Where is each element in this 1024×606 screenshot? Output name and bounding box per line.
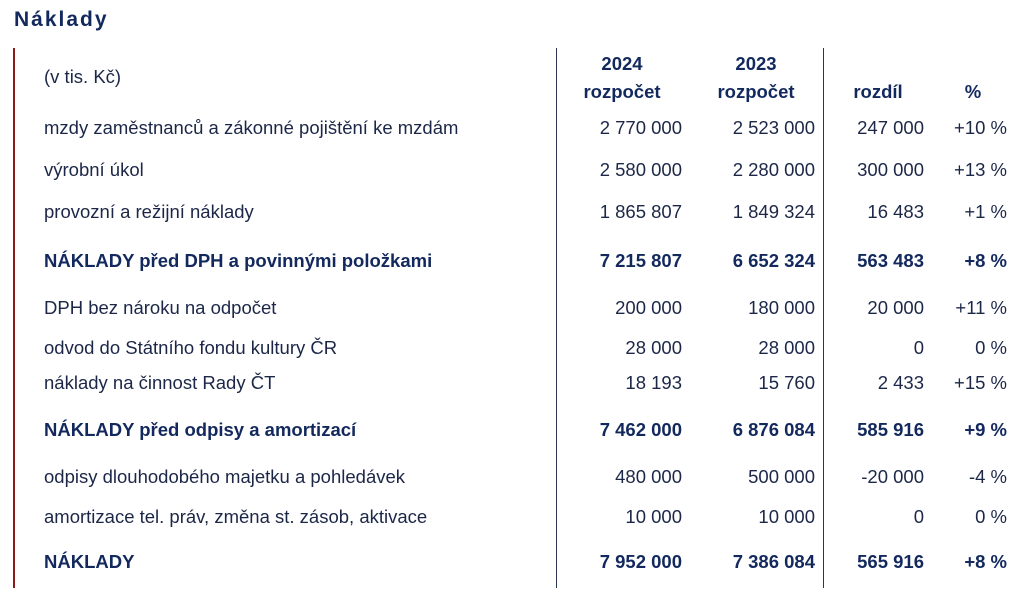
table-row: náklady na činnost Rady ČT 18 193 15 760 2 … bbox=[0, 368, 1024, 398]
value-pct: +11 % bbox=[955, 297, 1007, 318]
table-total-row: NÁKLADY 7 952 000 7 386 084 565 916 +8 % bbox=[0, 547, 1024, 577]
value-diff: 16 483 bbox=[867, 201, 924, 222]
value-2024: 10 000 bbox=[625, 506, 682, 527]
value-pct: +8 % bbox=[964, 551, 1007, 572]
row-label: NÁKLADY před odpisy a amortizací bbox=[44, 419, 357, 440]
value-2023: 7 386 084 bbox=[732, 551, 815, 572]
row-label: NÁKLADY před DPH a povinnými položkami bbox=[44, 250, 433, 271]
row-label: provozní a režijní náklady bbox=[44, 201, 254, 222]
row-label: výrobní úkol bbox=[44, 159, 144, 180]
value-diff: 0 bbox=[913, 337, 924, 358]
table-total-row: NÁKLADY před DPH a povinnými položkami 7 … bbox=[0, 246, 1024, 276]
value-diff: 20 000 bbox=[867, 297, 924, 318]
value-diff: 247 000 bbox=[857, 117, 924, 138]
table-row: mzdy zaměstnanců a zákonné pojištění ke … bbox=[0, 113, 1024, 143]
value-2024: 1 865 807 bbox=[599, 201, 682, 222]
header-pct: % bbox=[964, 81, 982, 102]
row-label: DPH bez nároku na odpočet bbox=[44, 297, 277, 318]
value-diff: 565 916 bbox=[857, 551, 924, 572]
header-2023: 2023 rozpočet bbox=[706, 50, 806, 106]
value-pct: 0 % bbox=[975, 337, 1007, 358]
table-row: DPH bez nároku na odpočet 200 000 180 000 2… bbox=[0, 293, 1024, 323]
value-pct: +13 % bbox=[954, 159, 1007, 180]
header-2024: 2024 rozpočet bbox=[572, 50, 672, 106]
accent-border bbox=[13, 48, 15, 588]
value-pct: +8 % bbox=[964, 250, 1007, 271]
value-2023: 180 000 bbox=[748, 297, 815, 318]
row-label: náklady na činnost Rady ČT bbox=[44, 372, 276, 393]
column-divider bbox=[823, 48, 824, 588]
table-row: odvod do Státního fondu kultury ČR 28 000… bbox=[0, 333, 1024, 363]
value-pct: -4 % bbox=[968, 466, 1007, 487]
value-diff: 585 916 bbox=[857, 419, 924, 440]
value-2023: 15 760 bbox=[758, 372, 815, 393]
value-2023: 6 876 084 bbox=[732, 419, 815, 440]
table-row: provozní a režijní náklady 1 865 807 1 849… bbox=[0, 197, 1024, 227]
value-pct: +1 % bbox=[964, 201, 1007, 222]
value-pct: +10 % bbox=[954, 117, 1007, 138]
value-diff: 2 433 bbox=[877, 372, 924, 393]
value-2023: 28 000 bbox=[758, 337, 815, 358]
value-2023: 1 849 324 bbox=[732, 201, 815, 222]
row-label: mzdy zaměstnanců a zákonné pojištění ke … bbox=[44, 117, 459, 138]
header-diff: rozdíl bbox=[853, 81, 903, 102]
row-label: odpisy dlouhodobého majetku a pohledávek bbox=[44, 466, 406, 487]
value-2024: 7 462 000 bbox=[599, 419, 682, 440]
value-2023: 500 000 bbox=[748, 466, 815, 487]
value-pct: +15 % bbox=[954, 372, 1007, 393]
value-diff: 300 000 bbox=[857, 159, 924, 180]
table-total-row: NÁKLADY před odpisy a amortizací 7 462 00… bbox=[0, 415, 1024, 445]
header-2024-year: 2024 bbox=[601, 53, 643, 74]
header-2024-sub: rozpočet bbox=[583, 81, 661, 102]
header-2023-year: 2023 bbox=[735, 53, 777, 74]
value-2023: 6 652 324 bbox=[732, 250, 815, 271]
table-row: odpisy dlouhodobého majetku a pohledávek… bbox=[0, 462, 1024, 492]
value-2023: 2 280 000 bbox=[732, 159, 815, 180]
value-2024: 2 580 000 bbox=[599, 159, 682, 180]
column-divider bbox=[556, 48, 557, 588]
unit-label: (v tis. Kč) bbox=[44, 66, 122, 87]
value-2024: 7 215 807 bbox=[599, 250, 682, 271]
row-label: odvod do Státního fondu kultury ČR bbox=[44, 337, 338, 358]
value-diff: 563 483 bbox=[857, 250, 924, 271]
value-diff: 0 bbox=[913, 506, 924, 527]
value-2024: 28 000 bbox=[625, 337, 682, 358]
value-diff: -20 000 bbox=[861, 466, 924, 487]
value-2024: 2 770 000 bbox=[599, 117, 682, 138]
value-2024: 200 000 bbox=[615, 297, 682, 318]
table-row: amortizace tel. práv, změna st. zásob, a… bbox=[0, 502, 1024, 532]
value-2024: 480 000 bbox=[615, 466, 682, 487]
table-header: (v tis. Kč) bbox=[0, 62, 1024, 92]
header-2023-sub: rozpočet bbox=[717, 81, 795, 102]
section-title: Náklady bbox=[14, 8, 109, 31]
row-label: amortizace tel. práv, změna st. zásob, a… bbox=[44, 506, 428, 527]
value-pct: +9 % bbox=[964, 419, 1007, 440]
value-pct: 0 % bbox=[975, 506, 1007, 527]
value-2023: 10 000 bbox=[758, 506, 815, 527]
table-row: výrobní úkol 2 580 000 2 280 000 300 000 +13… bbox=[0, 155, 1024, 185]
row-label: NÁKLADY bbox=[44, 551, 135, 572]
value-2024: 7 952 000 bbox=[599, 551, 682, 572]
value-2024: 18 193 bbox=[625, 372, 682, 393]
value-2023: 2 523 000 bbox=[732, 117, 815, 138]
